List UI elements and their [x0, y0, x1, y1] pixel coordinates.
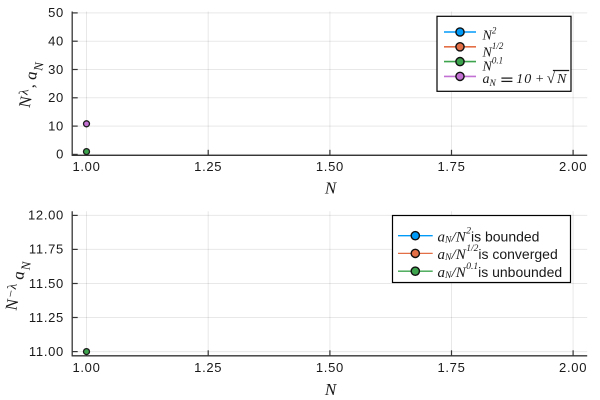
- svg-text:N−λaN: N−λaN: [0, 260, 34, 311]
- svg-text:N: N: [324, 179, 338, 198]
- svg-text:40: 40: [48, 34, 64, 49]
- svg-text:N2: N2: [482, 25, 497, 43]
- svg-text:1.75: 1.75: [437, 360, 465, 375]
- svg-text:1.50: 1.50: [316, 360, 344, 375]
- svg-text:11.25: 11.25: [29, 310, 64, 325]
- svg-text:+: +: [535, 72, 544, 87]
- svg-text:2.00: 2.00: [559, 360, 587, 375]
- svg-text:30: 30: [48, 62, 64, 77]
- svg-text:aN: aN: [483, 72, 497, 89]
- svg-text:1.00: 1.00: [72, 159, 100, 174]
- svg-text:2.00: 2.00: [559, 159, 587, 174]
- svg-text:aN/N2is bounded: aN/N2is bounded: [438, 226, 540, 245]
- svg-text:1.25: 1.25: [194, 159, 222, 174]
- svg-text:1.50: 1.50: [316, 159, 344, 174]
- svg-text:11.00: 11.00: [29, 344, 64, 359]
- svg-text:N: N: [556, 72, 567, 87]
- svg-text:1.75: 1.75: [437, 159, 465, 174]
- svg-text:N: N: [324, 380, 338, 399]
- svg-text:1.25: 1.25: [194, 360, 222, 375]
- svg-text:11.75: 11.75: [29, 242, 64, 257]
- svg-text:Nλ, aN: Nλ, aN: [13, 61, 48, 109]
- svg-text:50: 50: [48, 5, 64, 20]
- svg-text:0: 0: [56, 147, 64, 162]
- svg-text:10: 10: [48, 118, 64, 133]
- svg-text:10: 10: [516, 72, 532, 87]
- svg-text:11.50: 11.50: [29, 276, 64, 291]
- svg-text:1.00: 1.00: [72, 360, 100, 375]
- svg-text:aN/N1/2is converged: aN/N1/2is converged: [438, 244, 558, 263]
- svg-text:20: 20: [48, 90, 64, 105]
- svg-text:aN/N0.1is unbounded: aN/N0.1is unbounded: [438, 262, 563, 281]
- svg-text:N1/2: N1/2: [482, 41, 504, 61]
- svg-text:N0.1: N0.1: [482, 56, 504, 75]
- svg-text:12.00: 12.00: [28, 208, 64, 223]
- svg-text:√: √: [547, 71, 556, 87]
